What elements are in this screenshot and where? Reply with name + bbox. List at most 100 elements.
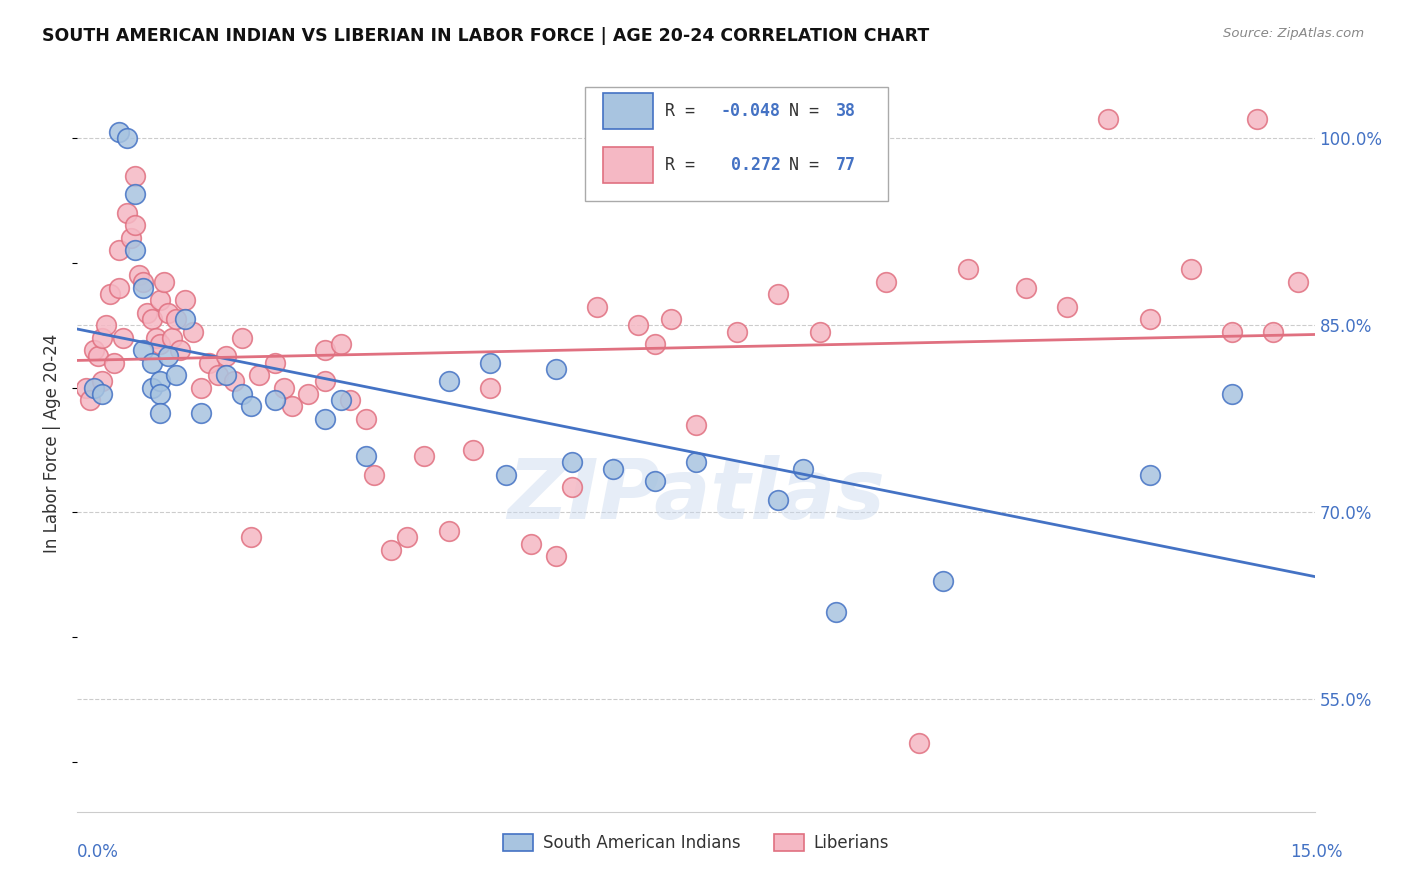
Point — [314, 343, 336, 358]
Point — [725, 325, 748, 339]
Point — [141, 356, 163, 370]
Text: 0.272: 0.272 — [721, 156, 780, 174]
Point — [107, 281, 129, 295]
Point — [1056, 300, 1078, 314]
Point — [659, 312, 682, 326]
Point — [792, 461, 814, 475]
Point — [141, 381, 163, 395]
Point — [330, 337, 353, 351]
Point — [297, 387, 319, 401]
Point — [145, 331, 167, 345]
Point — [239, 530, 262, 544]
Point — [149, 337, 172, 351]
Point — [115, 131, 138, 145]
Point — [1139, 312, 1161, 326]
Point — [91, 387, 114, 401]
Point — [141, 312, 163, 326]
Point — [107, 125, 129, 139]
Point — [380, 542, 402, 557]
Point — [207, 368, 229, 383]
Text: ZIPatlas: ZIPatlas — [508, 455, 884, 536]
FancyBboxPatch shape — [603, 94, 652, 128]
Point — [808, 325, 831, 339]
Point — [169, 343, 191, 358]
Text: -0.048: -0.048 — [721, 103, 780, 120]
Text: SOUTH AMERICAN INDIAN VS LIBERIAN IN LABOR FORCE | AGE 20-24 CORRELATION CHART: SOUTH AMERICAN INDIAN VS LIBERIAN IN LAB… — [42, 27, 929, 45]
Point — [396, 530, 419, 544]
Point — [107, 244, 129, 258]
Point — [247, 368, 270, 383]
Point — [149, 387, 172, 401]
Point — [437, 524, 460, 538]
Point — [198, 356, 221, 370]
Point — [149, 375, 172, 389]
Point — [173, 312, 195, 326]
FancyBboxPatch shape — [603, 147, 652, 183]
Point — [1246, 112, 1268, 127]
Point — [1139, 467, 1161, 482]
Point — [768, 287, 790, 301]
Point — [91, 331, 114, 345]
Point — [149, 293, 172, 308]
Point — [215, 368, 238, 383]
Point — [190, 381, 212, 395]
Point — [561, 455, 583, 469]
Point — [153, 275, 176, 289]
Point — [136, 306, 159, 320]
Text: R =: R = — [665, 156, 704, 174]
Point — [437, 375, 460, 389]
Point — [354, 449, 377, 463]
Point — [520, 536, 543, 550]
Point — [932, 574, 955, 588]
Point — [83, 343, 105, 358]
Point — [103, 356, 125, 370]
Point — [124, 244, 146, 258]
Point — [98, 287, 121, 301]
Point — [124, 187, 146, 202]
Point — [644, 337, 666, 351]
Point — [330, 393, 353, 408]
Point — [215, 350, 238, 364]
Point — [544, 549, 567, 563]
Point — [264, 356, 287, 370]
Point — [124, 219, 146, 233]
Point — [957, 262, 980, 277]
Point — [314, 375, 336, 389]
Point — [157, 306, 180, 320]
Point — [1097, 112, 1119, 127]
Point — [561, 480, 583, 494]
Point — [79, 393, 101, 408]
Text: N =: N = — [789, 103, 828, 120]
Point — [96, 318, 118, 333]
Point — [132, 343, 155, 358]
Point — [339, 393, 361, 408]
Point — [87, 350, 110, 364]
Point — [115, 206, 138, 220]
Point — [264, 393, 287, 408]
Point — [149, 406, 172, 420]
Point — [120, 231, 142, 245]
Point — [478, 356, 501, 370]
Point — [111, 331, 134, 345]
Point — [1015, 281, 1038, 295]
Point — [685, 455, 707, 469]
Point — [825, 605, 848, 619]
Point — [627, 318, 650, 333]
Point — [685, 418, 707, 433]
Text: Source: ZipAtlas.com: Source: ZipAtlas.com — [1223, 27, 1364, 40]
Text: N =: N = — [789, 156, 828, 174]
Text: 77: 77 — [835, 156, 856, 174]
Point — [586, 300, 609, 314]
Point — [478, 381, 501, 395]
Point — [1286, 275, 1309, 289]
Point — [181, 325, 204, 339]
Point — [875, 275, 897, 289]
Point — [222, 375, 245, 389]
Point — [190, 406, 212, 420]
Point — [644, 474, 666, 488]
FancyBboxPatch shape — [585, 87, 887, 201]
Point — [314, 412, 336, 426]
Point — [1220, 325, 1243, 339]
Point — [157, 350, 180, 364]
Point — [124, 169, 146, 183]
